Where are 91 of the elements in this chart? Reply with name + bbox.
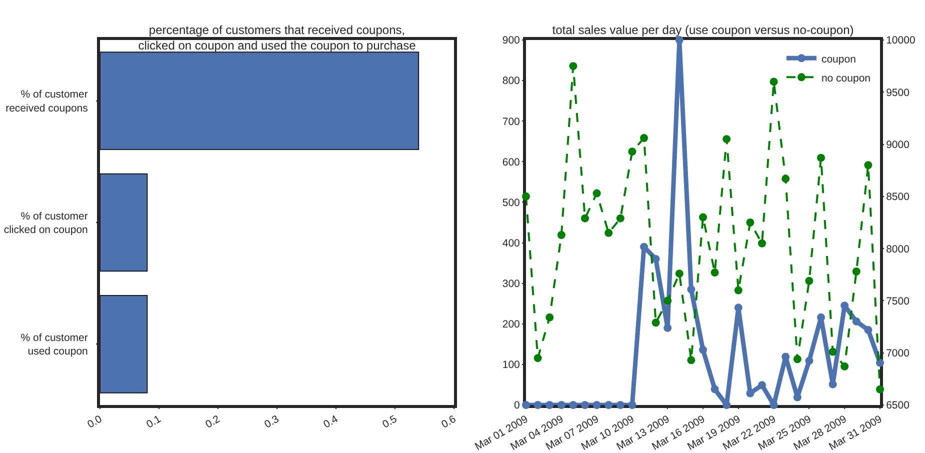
point [817,313,825,322]
x-tick-label: 0.1 [144,413,164,431]
x-tick-label: 0.2 [203,413,222,431]
point [828,348,837,356]
point [652,255,660,263]
point [640,134,648,142]
point [581,401,589,409]
y-tick-label: % of customer received coupons [6,88,88,114]
y-tick-label: 800 [502,75,520,88]
point [569,62,578,70]
y-tick-label: 300 [502,278,520,290]
point [664,324,672,332]
point [640,242,648,251]
y-tick-label: 400 [502,237,520,250]
point [687,356,696,364]
x-tick-label: 0.5 [380,413,400,431]
point [546,401,554,409]
legend-label: coupon [821,53,856,66]
point [628,401,636,409]
x-tick-label: 0.4 [321,413,340,431]
point [534,354,542,362]
x-tick-label: 0.0 [85,413,104,431]
point [628,148,636,156]
point [604,401,613,409]
point [770,78,778,86]
point [805,356,814,365]
point [675,36,684,44]
y2-tick-label: 7000 [886,348,910,360]
point [734,304,742,312]
y-tick-label: 600 [502,156,520,168]
chart-title: percentage of customers that received coupons, clicked on coupon and used the coupon to purchase [138,23,416,53]
point [581,214,589,222]
point [746,389,754,398]
point [840,362,849,370]
point [710,385,719,394]
y-tick-label: 900 [502,34,520,47]
legend-label: no coupon [821,72,871,84]
point [699,346,707,354]
point [592,189,601,198]
point [546,313,554,322]
point [758,381,766,390]
point [876,358,884,367]
y-tick-label: % of customer clicked on coupon [4,210,88,236]
point [722,401,731,409]
point [864,161,872,170]
y-tick-label: 700 [502,116,520,128]
point [604,228,613,237]
point [817,154,825,162]
point [734,286,742,294]
y-tick-label: 200 [502,318,520,331]
point [746,218,754,226]
y-tick-label: 100 [502,359,520,372]
point [758,239,766,248]
y-tick-label: 500 [502,196,520,209]
point [592,401,601,409]
point [770,401,778,409]
y2-tick-label: 9500 [886,86,910,99]
point [522,192,530,200]
point [805,276,814,285]
y-tick-label: 0 [514,400,520,412]
y2-tick-label: 7500 [886,295,910,308]
y2-tick-label: 10000 [886,34,916,47]
y2-tick-label: 9000 [886,138,910,151]
x-tick-label: 0.6 [439,413,458,431]
point [652,318,660,327]
point [840,302,849,310]
point [852,317,860,326]
y2-tick-label: 8500 [886,191,910,204]
point [664,296,672,305]
point [710,268,719,277]
point [616,401,624,409]
point [876,385,884,394]
x-tick-label: 0.3 [262,413,282,431]
point [864,326,872,334]
point [793,355,802,364]
point [675,270,684,278]
point [616,214,624,222]
point [699,213,707,222]
y-tick-label: % of customer used coupon [20,332,88,358]
point [522,401,530,409]
point [852,268,860,276]
y2-tick-label: 8000 [886,243,910,256]
point [557,401,566,409]
point [557,231,566,240]
point [722,135,731,144]
point [782,174,790,183]
chart-title: total sales value per day (use coupon versus no-coupon) [552,23,854,37]
point [569,401,578,409]
y2-tick-label: 6500 [886,400,910,412]
point [687,285,696,294]
point [534,401,542,409]
